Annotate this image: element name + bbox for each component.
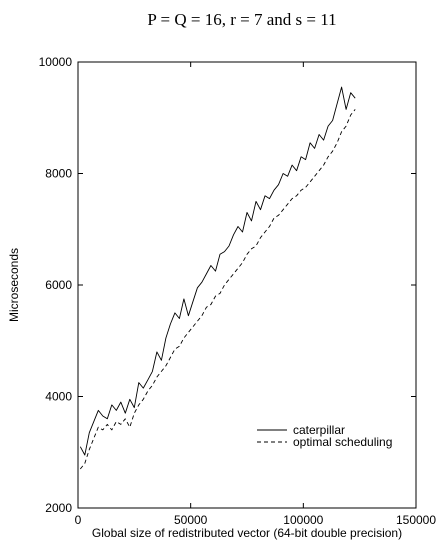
chart-title: P = Q = 16, r = 7 and s = 11 bbox=[147, 10, 336, 29]
series-layer bbox=[79, 86, 356, 470]
x-axis-label: Global size of redistributed vector (64-… bbox=[92, 526, 402, 540]
y-tick-label: 8000 bbox=[45, 167, 72, 181]
x-axis-ticks: 0 50000 100000 150000 bbox=[75, 62, 436, 527]
legend-label-optimal-scheduling: optimal scheduling bbox=[293, 435, 392, 449]
y-tick-label: 4000 bbox=[45, 390, 72, 404]
y-tick-label: 10000 bbox=[39, 55, 73, 69]
y-axis-ticks: 2000 4000 6000 8000 10000 bbox=[39, 55, 416, 515]
series-line-optimal-scheduling bbox=[79, 109, 356, 470]
y-tick-label: 2000 bbox=[45, 501, 72, 515]
x-tick-label: 150000 bbox=[396, 513, 436, 527]
legend: caterpillar optimal scheduling bbox=[257, 423, 392, 449]
y-tick-label: 6000 bbox=[45, 278, 72, 292]
y-axis-label: Microseconds bbox=[7, 248, 21, 322]
legend-label-caterpillar: caterpillar bbox=[293, 423, 345, 437]
x-tick-label: 100000 bbox=[283, 513, 323, 527]
series-line-caterpillar bbox=[79, 86, 356, 456]
x-tick-label: 50000 bbox=[174, 513, 208, 527]
x-tick-label: 0 bbox=[75, 513, 82, 527]
